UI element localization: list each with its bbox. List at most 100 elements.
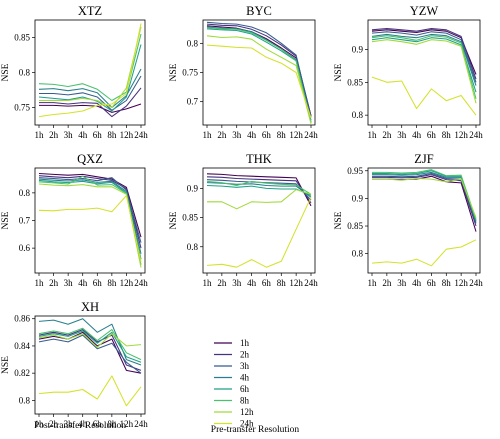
series-line-1h — [39, 103, 142, 113]
panel-zjf: ZJF 0.8 0.85 0.9 0.95 1h 2h 3h 4h 6h 8h 12h 24h NSE — [334, 152, 483, 288]
legend-item-6h: 6h — [214, 384, 250, 394]
series-line-8h — [38, 327, 142, 361]
series-line-8h — [372, 169, 477, 220]
panel-yzw: YZW 0.8 0.85 0.9 1h 2h 3h 4h 6h 8h 12h 24h NSE — [334, 4, 483, 140]
x-tick-label: 4h — [412, 130, 422, 140]
series-line-4h — [372, 171, 477, 222]
panel-title: BYC — [246, 4, 272, 18]
legend-item-1h: 1h — [214, 338, 250, 348]
y-axis-label: NSE — [1, 356, 11, 374]
legend-title: Pre-transfer Resolution — [211, 424, 300, 435]
series-line-12h — [206, 35, 312, 124]
y-tick-label: 0.8 — [187, 38, 199, 48]
series-line-3h — [372, 172, 477, 224]
series-line-6h — [38, 179, 142, 260]
y-tick-label: 0.82 — [14, 368, 30, 378]
panel-title: ZJF — [414, 152, 434, 166]
series-line-4h — [371, 33, 477, 86]
series-line-1h — [371, 29, 477, 75]
x-tick-label: 2h — [382, 130, 392, 140]
series-line-24h — [206, 196, 312, 268]
x-tick-label: 3h — [397, 130, 407, 140]
x-tick-label: 24h — [304, 130, 318, 140]
x-tick-label: 24h — [134, 278, 148, 288]
series-line-1h — [38, 172, 142, 238]
y-axis-label: NSE — [334, 211, 344, 229]
y-tick-label: 0.75 — [182, 68, 198, 78]
x-tick-label: 6h — [93, 130, 103, 140]
y-axis-label: NSE — [1, 63, 11, 81]
series-line-3h — [38, 177, 142, 243]
panel-title: THK — [246, 152, 272, 166]
series-line-1h — [38, 331, 142, 374]
y-tick-label: 0.8 — [19, 68, 31, 78]
x-tick-label: 6h — [93, 278, 103, 288]
legend-label: 2h — [240, 350, 250, 360]
series-line-24h — [206, 44, 312, 119]
panel-frame — [34, 315, 146, 415]
panel-frame — [34, 167, 146, 274]
panel-title: XH — [81, 300, 99, 314]
series-line-8h — [206, 27, 312, 123]
x-tick-label: 1h — [35, 278, 45, 288]
series-line-2h — [39, 87, 142, 118]
y-axis-label: NSE — [169, 63, 179, 81]
y-tick-label: 0.85 — [347, 221, 363, 231]
x-tick-label: 6h — [427, 278, 437, 288]
panel-xh: XH 0.8 0.82 0.84 0.86 1h 2h 3h 4h 6h 8h 12h 24h NSE — [1, 300, 148, 429]
legend-item-4h: 4h — [214, 373, 250, 383]
legend-item-12h: 12h — [214, 407, 254, 417]
series-line-12h — [207, 189, 312, 210]
y-tick-label: 0.8 — [352, 110, 364, 120]
panel-qxz: QXZ 0.6 0.7 0.8 1h 2h 3h 4h 6h 8h 12h 24h NSE — [1, 152, 148, 288]
legend-item-8h: 8h — [214, 396, 250, 406]
x-tick-label: 2h — [217, 130, 227, 140]
x-tick-label: 6h — [93, 419, 103, 429]
x-tick-label: 3h — [232, 278, 242, 288]
x-tick-label: 3h — [397, 278, 407, 288]
x-tick-label: 12h — [120, 419, 134, 429]
x-tick-label: 12h — [454, 130, 468, 140]
x-tick-label: 1h — [203, 130, 213, 140]
legend-label: 24h — [240, 419, 254, 429]
y-tick-label: 0.75 — [14, 103, 30, 113]
series-line-1h — [206, 25, 312, 116]
series-line-12h — [38, 333, 142, 348]
x-axis-label: Post-transfer Resolution — [34, 420, 126, 431]
panel-title: XTZ — [78, 4, 102, 18]
series-line-2h — [38, 175, 142, 249]
x-tick-label: 24h — [469, 278, 483, 288]
y-tick-label: 0.9 — [352, 45, 364, 55]
x-tick-label: 8h — [277, 278, 287, 288]
y-tick-label: 0.9 — [352, 193, 364, 203]
series-line-24h — [371, 239, 477, 267]
series-line-6h — [371, 37, 477, 93]
x-tick-label: 1h — [368, 278, 378, 288]
series-line-8h — [38, 175, 142, 265]
x-tick-label: 3h — [64, 419, 74, 429]
x-tick-label: 2h — [49, 419, 59, 429]
y-tick-label: 0.85 — [347, 77, 363, 87]
series-line-2h — [372, 174, 477, 227]
y-tick-label: 0.8 — [19, 188, 31, 198]
series-line-8h — [38, 33, 142, 102]
series-line-12h — [39, 26, 142, 109]
x-tick-label: 4h — [78, 419, 88, 429]
panel-frame — [202, 167, 316, 274]
x-tick-label: 2h — [49, 278, 59, 288]
x-tick-label: 4h — [247, 278, 257, 288]
y-axis-label: NSE — [334, 63, 344, 81]
series-line-1h — [206, 173, 312, 207]
panel-thk: THK 0.8 0.85 0.9 1h 2h 3h 4h 6h 8h 12h 24h NSE — [169, 152, 318, 288]
y-tick-label: 0.86 — [14, 314, 30, 324]
x-tick-label: 8h — [442, 278, 452, 288]
series-line-6h — [206, 184, 312, 196]
x-tick-label: 24h — [134, 130, 148, 140]
x-tick-label: 3h — [64, 130, 74, 140]
x-tick-label: 8h — [107, 278, 117, 288]
legend-label: 3h — [240, 361, 250, 371]
series-line-2h — [206, 23, 312, 116]
